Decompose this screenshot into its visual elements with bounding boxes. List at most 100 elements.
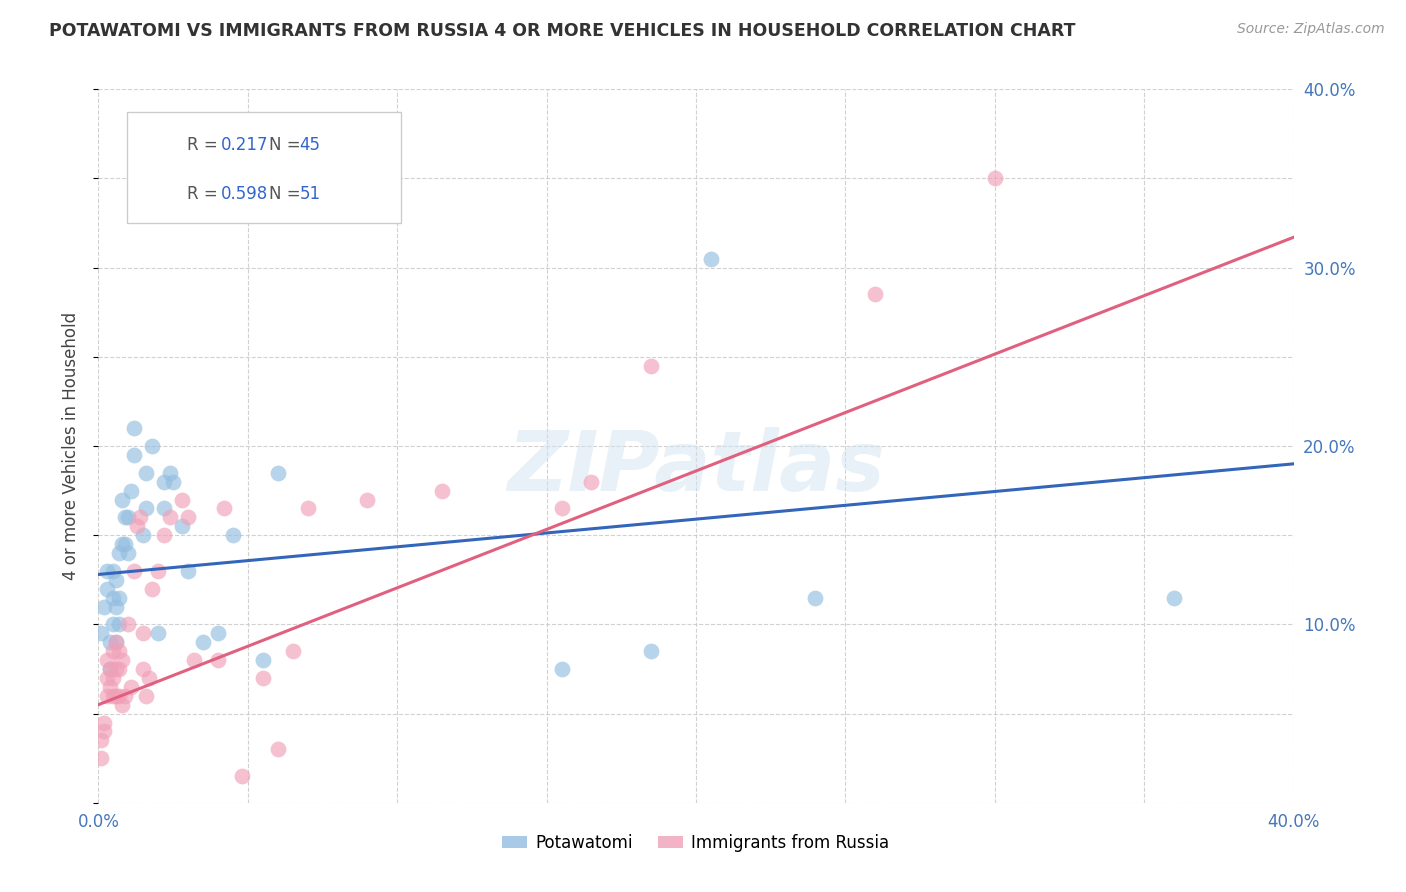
Point (90, 751, 112, 765)
Point (111, 653, 134, 667)
Point (111, 492, 134, 507)
Point (135, 689, 157, 703)
Point (127, 519, 149, 533)
Point (177, 510, 200, 524)
Point (177, 564, 200, 578)
Point (153, 501, 176, 516)
Point (117, 510, 139, 524)
Point (129, 510, 152, 524)
Point (98, 635, 122, 649)
Point (114, 689, 136, 703)
Point (117, 546, 139, 560)
Point (98, 662, 122, 676)
Point (108, 689, 131, 703)
Point (281, 644, 304, 658)
Point (108, 591, 131, 605)
Point (132, 662, 155, 676)
Point (212, 501, 235, 516)
Point (105, 599, 128, 614)
Point (93, 724, 115, 739)
Point (120, 680, 142, 694)
Legend: Potawatomi, Immigrants from Russia: Potawatomi, Immigrants from Russia (496, 828, 896, 859)
Text: 0.598: 0.598 (221, 186, 269, 203)
Point (111, 698, 134, 712)
Point (222, 528, 245, 542)
Point (804, 591, 827, 605)
Point (124, 421, 146, 435)
Point (231, 769, 253, 783)
Text: N =: N = (269, 186, 305, 203)
Point (162, 475, 184, 489)
Text: 51: 51 (299, 186, 321, 203)
Point (108, 546, 131, 560)
Point (103, 644, 125, 658)
Point (108, 617, 131, 632)
Point (138, 671, 160, 685)
Point (124, 564, 146, 578)
Point (430, 483, 453, 498)
Point (96, 582, 118, 596)
Point (96, 671, 118, 685)
Point (252, 671, 274, 685)
Point (865, 287, 887, 301)
Point (141, 582, 163, 596)
Point (700, 252, 723, 266)
Text: Source: ZipAtlas.com: Source: ZipAtlas.com (1237, 22, 1385, 37)
Point (132, 528, 155, 542)
Point (103, 564, 125, 578)
Point (105, 662, 128, 676)
Point (207, 653, 229, 667)
Point (103, 591, 125, 605)
Point (103, 617, 125, 632)
Text: 0.217: 0.217 (221, 136, 269, 154)
Point (96, 653, 118, 667)
Point (153, 528, 176, 542)
Point (183, 653, 205, 667)
Point (550, 662, 572, 676)
Point (1163, 591, 1185, 605)
Point (984, 171, 1007, 186)
Text: R =: R = (187, 136, 224, 154)
Point (111, 537, 134, 551)
Point (640, 644, 662, 658)
Point (124, 448, 146, 462)
Point (105, 689, 128, 703)
Text: R =: R = (187, 186, 224, 203)
Point (105, 635, 128, 649)
Point (96, 564, 118, 578)
Point (108, 662, 131, 676)
Point (120, 483, 142, 498)
Point (93, 715, 115, 730)
Point (297, 501, 319, 516)
Text: POTAWATOMI VS IMMIGRANTS FROM RUSSIA 4 OR MORE VEHICLES IN HOUSEHOLD CORRELATION: POTAWATOMI VS IMMIGRANTS FROM RUSSIA 4 O… (49, 22, 1076, 40)
Point (98, 662, 122, 676)
Point (96, 689, 118, 703)
Point (153, 475, 176, 489)
Point (640, 359, 662, 373)
Point (114, 537, 136, 551)
Point (356, 492, 378, 507)
Point (105, 573, 128, 587)
Point (207, 626, 229, 640)
Point (132, 626, 155, 640)
Point (252, 653, 274, 667)
Point (159, 466, 181, 480)
Point (105, 635, 128, 649)
Point (93, 599, 115, 614)
Point (159, 510, 181, 524)
Point (90, 733, 112, 747)
Point (581, 475, 603, 489)
Point (267, 466, 290, 480)
Point (135, 501, 157, 516)
Point (191, 635, 214, 649)
Point (550, 501, 572, 516)
Point (117, 617, 139, 632)
Text: 45: 45 (299, 136, 321, 154)
Point (141, 439, 163, 453)
Point (103, 689, 125, 703)
Point (103, 671, 125, 685)
Point (172, 519, 194, 533)
Point (98, 680, 122, 694)
Point (148, 626, 170, 640)
Point (114, 510, 136, 524)
